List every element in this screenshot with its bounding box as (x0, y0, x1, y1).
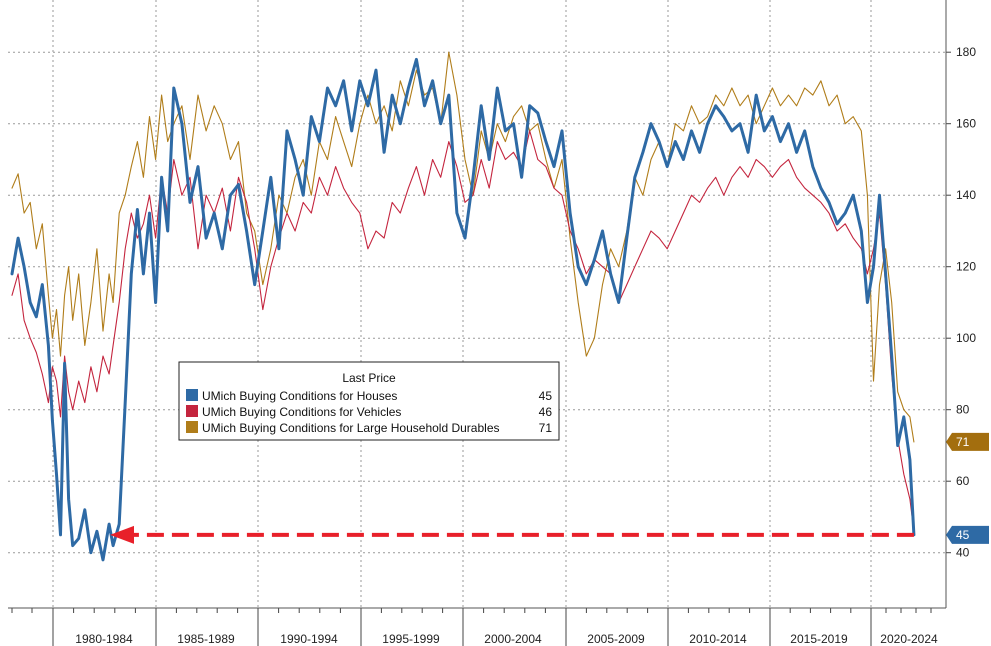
y-tick-label: 140 (956, 188, 976, 202)
y-tick-label: 120 (956, 260, 976, 274)
x-tick-label: 1985-1989 (177, 632, 235, 646)
last-value-badge-label: 71 (956, 435, 970, 449)
x-tick-label: 1990-1994 (280, 632, 338, 646)
x-tick-label: 1995-1999 (382, 632, 440, 646)
x-tick-label: 1980-1984 (75, 632, 133, 646)
series-line-houses (10, 57, 916, 562)
y-tick-label: 60 (956, 474, 970, 488)
series-line-vehicles (11, 130, 915, 532)
last-value-badges: 71 45 (946, 432, 989, 544)
legend-swatch (186, 405, 198, 417)
annotation (110, 525, 914, 544)
legend-entry-label: UMich Buying Conditions for Houses (202, 389, 397, 403)
x-tick-label: 2000-2004 (484, 632, 542, 646)
x-tick-label: 2015-2019 (790, 632, 848, 646)
x-tick-label: 2005-2009 (587, 632, 645, 646)
legend-title: Last Price (342, 371, 396, 385)
y-tick-label: 100 (956, 331, 976, 345)
legend-entry-value: 46 (539, 405, 553, 419)
legend-box (178, 361, 560, 441)
last-value-badge (946, 432, 989, 451)
legend: Last Price UMich Buying Conditions for Ho… (178, 361, 560, 441)
axes: 40 60 80 100 120 140 160 180 1980-1984 1985-1989 1… (8, 0, 976, 646)
legend-entry-label: UMich Buying Conditions for Large Househ… (202, 421, 500, 435)
legend-swatch (186, 389, 198, 401)
y-tick-label: 180 (956, 45, 976, 59)
y-tick-label: 40 (956, 546, 970, 560)
last-value-badge (946, 525, 989, 544)
y-tick-label: 80 (956, 403, 970, 417)
legend-swatch (186, 421, 198, 433)
legend-entry-value: 45 (539, 389, 553, 403)
annotation-arrowhead (110, 525, 134, 544)
y-tick-label: 160 (956, 117, 976, 131)
series-lines (10, 51, 916, 562)
last-value-badge-label: 45 (956, 528, 970, 542)
x-tick-label: 2010-2014 (689, 632, 747, 646)
gridlines (8, 0, 946, 608)
x-tick-label: 2020-2024 (880, 632, 938, 646)
legend-entry-value: 71 (539, 421, 553, 435)
legend-entry-label: UMich Buying Conditions for Vehicles (202, 405, 401, 419)
